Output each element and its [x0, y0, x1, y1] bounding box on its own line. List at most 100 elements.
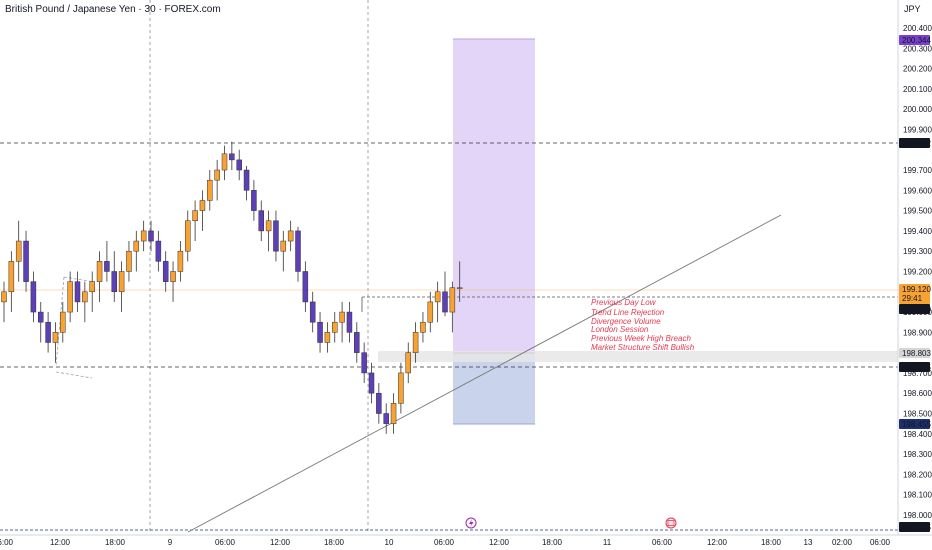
candle-body — [368, 372, 375, 394]
candles — [1, 141, 463, 434]
candle-body — [251, 190, 257, 211]
candle-body — [302, 271, 309, 303]
candle-body — [140, 230, 147, 242]
time-tick-label: 18:00 — [542, 538, 563, 547]
calendar-flag-icon[interactable] — [665, 517, 677, 529]
candle-body — [15, 240, 22, 262]
price-tick-label: 199.300 — [903, 247, 932, 256]
candle-body — [427, 301, 434, 323]
price-tick-label: 200.100 — [903, 85, 932, 94]
price-tick-label: 199.600 — [903, 186, 932, 195]
candle-body — [449, 287, 456, 313]
candle-body — [118, 271, 125, 293]
stop-zone[interactable] — [453, 353, 535, 424]
candle-body — [199, 200, 206, 211]
time-tick-label: 06:00 — [215, 538, 236, 547]
candle-body — [89, 281, 95, 293]
candle-body — [162, 261, 169, 282]
candle-body — [398, 372, 404, 404]
price-tick-label: 199.500 — [903, 207, 932, 216]
price-label-entry: 198.803 — [899, 348, 931, 358]
price-tick-label: 199.200 — [903, 267, 932, 276]
entry-band — [378, 351, 898, 362]
price-tick-label: 198.000 — [903, 511, 932, 520]
candle-body — [442, 291, 448, 313]
candle-body — [177, 250, 184, 272]
price-label-close: 199.080 — [899, 304, 931, 314]
candle-body — [185, 220, 191, 252]
candle-body — [332, 321, 338, 333]
candle-body — [258, 210, 264, 232]
time-axis[interactable]: 06:00 12:00 18:00 9 06:00 12:00 18:00 10 06:00 12… — [0, 538, 891, 547]
annotation-line: Market Structure Shift Bullish — [591, 343, 695, 352]
price-tick-label: 199.700 — [903, 166, 932, 175]
lightning-icon[interactable] — [465, 517, 477, 529]
time-tick-label: 18:00 — [105, 538, 126, 547]
trend-line[interactable] — [187, 214, 782, 533]
price-label-current: 199.120 29:41 — [899, 284, 931, 304]
currency-label[interactable]: JPY — [904, 4, 921, 14]
time-tick-label: 06:00 — [0, 538, 14, 547]
price-axis[interactable]: 200.400 200.300 200.200 200.100 200.000 199.9… — [903, 24, 932, 520]
price-tick-label: 200.400 — [903, 24, 932, 33]
candle-body — [317, 321, 323, 343]
price-label-close-text: 199.080 — [902, 305, 931, 314]
time-tick-label: 06:00 — [434, 538, 455, 547]
candle-body — [67, 281, 73, 313]
candle-body — [287, 230, 294, 242]
price-label-support: 198.735 — [899, 362, 931, 372]
candle-body — [221, 153, 228, 171]
price-tick-label: 198.400 — [903, 430, 932, 439]
time-tick-label: 10 — [385, 538, 394, 547]
price-label-low-text: 197.925 — [902, 523, 931, 532]
candle-body — [207, 179, 213, 201]
candle-body — [376, 392, 382, 414]
annotation-line: Divergence Volume — [591, 317, 661, 326]
candle-body — [361, 352, 367, 374]
price-label-stop: 198.455 — [899, 419, 931, 429]
time-tick-label: 06:00 — [870, 538, 891, 547]
price-label-current-text: 199.120 — [902, 285, 931, 294]
candle-body — [133, 240, 140, 252]
countdown-text: 29:41 — [902, 294, 923, 303]
time-tick-label: 12:00 — [707, 538, 728, 547]
candle-body — [148, 230, 154, 242]
candle-body — [405, 352, 411, 374]
candle-body — [214, 169, 220, 181]
candle-body — [229, 153, 235, 161]
price-label-target: 200.344 — [899, 35, 931, 45]
price-tick-label: 199.900 — [903, 125, 932, 134]
candle-body — [8, 261, 15, 293]
candle-body — [30, 281, 37, 313]
annotation-line: Trend Line Rejection — [591, 308, 665, 317]
price-label-resistance: 199.842 — [899, 138, 931, 148]
symbol-title[interactable]: British Pound / Japanese Yen · 30 · FORE… — [5, 4, 221, 15]
time-tick-label: 12:00 — [270, 538, 291, 547]
candle-body — [126, 250, 132, 272]
pattern-line — [63, 276, 96, 283]
price-tick-label: 198.600 — [903, 389, 932, 398]
pattern-line — [55, 371, 93, 379]
candle-body — [339, 311, 345, 323]
time-tick-label: 9 — [168, 538, 173, 547]
candle-body — [420, 321, 426, 333]
price-tick-label: 198.200 — [903, 470, 932, 479]
price-tick-label: 198.500 — [903, 410, 932, 419]
price-tick-label: 200.000 — [903, 105, 932, 114]
candle-body — [354, 332, 360, 353]
target-zone[interactable] — [453, 39, 535, 353]
candle-body — [96, 261, 103, 282]
candle-body — [309, 301, 316, 323]
candle-body — [265, 220, 272, 232]
time-tick-label: 12:00 — [50, 538, 71, 547]
candle-body — [170, 271, 176, 282]
time-tick-label: 18:00 — [761, 538, 782, 547]
candle-body — [192, 210, 198, 222]
candle-body — [155, 240, 162, 262]
annotation-text-block[interactable]: Previous Day Low Trend Line Rejection Di… — [591, 298, 695, 352]
time-tick-label: 13 — [804, 538, 813, 547]
candle-body — [324, 332, 331, 343]
price-label-entry-text: 198.803 — [902, 349, 931, 358]
